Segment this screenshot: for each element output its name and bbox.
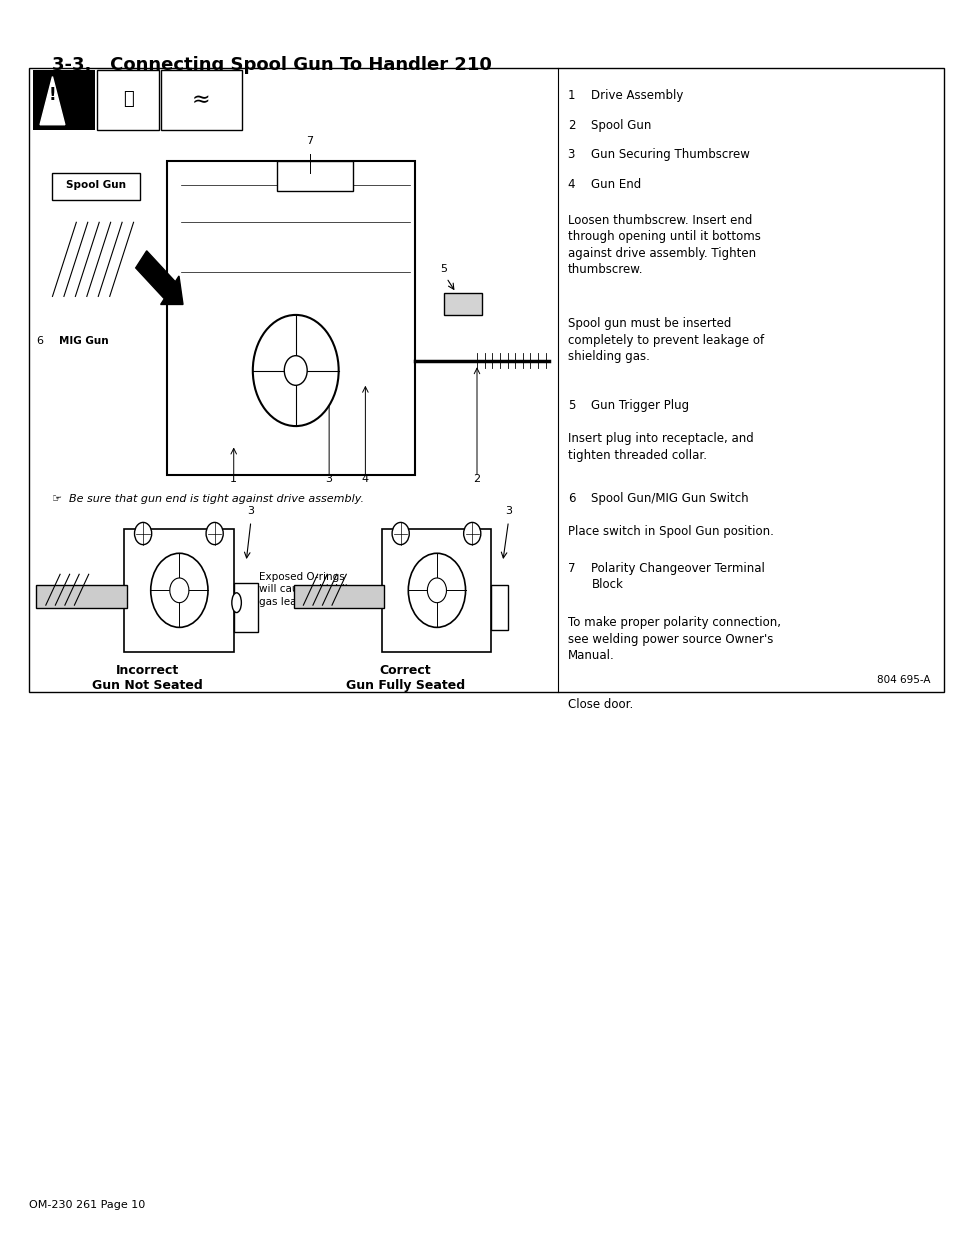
Polygon shape xyxy=(40,77,65,125)
Text: Spool Gun: Spool Gun xyxy=(591,119,651,132)
Polygon shape xyxy=(167,161,415,475)
Text: To make proper polarity connection,
see welding power source Owner's
Manual.: To make proper polarity connection, see … xyxy=(567,616,780,662)
Bar xyxy=(161,70,242,130)
Text: 7: 7 xyxy=(306,136,314,146)
Bar xyxy=(381,529,491,652)
Text: 1: 1 xyxy=(230,474,237,484)
Text: 1: 1 xyxy=(567,89,575,103)
Bar xyxy=(33,70,95,130)
Text: ≈: ≈ xyxy=(192,90,211,110)
Text: 3: 3 xyxy=(247,506,254,516)
Text: Gun Fully Seated: Gun Fully Seated xyxy=(346,679,464,693)
Text: 3: 3 xyxy=(325,474,333,484)
Text: 2: 2 xyxy=(567,119,575,132)
Text: OM-230 261 Page 10: OM-230 261 Page 10 xyxy=(29,1200,145,1210)
Circle shape xyxy=(170,578,189,603)
Text: !: ! xyxy=(49,86,56,105)
Bar xyxy=(29,68,943,692)
Text: 7: 7 xyxy=(567,562,575,576)
Circle shape xyxy=(392,522,409,545)
Circle shape xyxy=(408,553,465,627)
Text: 6: 6 xyxy=(567,492,575,505)
Text: Gun End: Gun End xyxy=(591,178,641,191)
Circle shape xyxy=(206,522,223,545)
Circle shape xyxy=(253,315,338,426)
Text: 4: 4 xyxy=(361,474,369,484)
Text: Insert plug into receptacle, and
tighten threaded collar.: Insert plug into receptacle, and tighten… xyxy=(567,432,753,462)
Text: Gun Trigger Plug: Gun Trigger Plug xyxy=(591,399,689,412)
Bar xyxy=(124,529,233,652)
Bar xyxy=(97,70,159,130)
Text: MIG Gun: MIG Gun xyxy=(59,336,109,346)
Text: Gun Not Seated: Gun Not Seated xyxy=(92,679,203,693)
Circle shape xyxy=(134,522,152,545)
Bar xyxy=(33,136,553,488)
Text: Loosen thumbscrew. Insert end
through opening until it bottoms
against drive ass: Loosen thumbscrew. Insert end through op… xyxy=(567,214,760,277)
Text: Spool Gun: Spool Gun xyxy=(67,180,126,190)
Bar xyxy=(276,161,353,191)
FancyArrow shape xyxy=(135,251,183,305)
Text: 4: 4 xyxy=(567,178,575,191)
Text: Gun Securing Thumbscrew: Gun Securing Thumbscrew xyxy=(591,148,750,162)
Text: 3: 3 xyxy=(567,148,575,162)
Circle shape xyxy=(463,522,480,545)
Text: Spool gun must be inserted
completely to prevent leakage of
shielding gas.: Spool gun must be inserted completely to… xyxy=(567,317,763,363)
Bar xyxy=(491,585,508,630)
Text: 5: 5 xyxy=(439,264,447,274)
Bar xyxy=(36,585,127,608)
Text: Close door.: Close door. xyxy=(567,698,632,711)
Text: Drive Assembly: Drive Assembly xyxy=(591,89,683,103)
Circle shape xyxy=(427,578,446,603)
Text: ☞  Be sure that gun end is tight against drive assembly.: ☞ Be sure that gun end is tight against … xyxy=(52,494,364,504)
Text: Spool Gun/MIG Gun Switch: Spool Gun/MIG Gun Switch xyxy=(591,492,748,505)
Bar xyxy=(443,293,481,315)
Bar xyxy=(233,583,257,632)
Circle shape xyxy=(151,553,208,627)
Text: 5: 5 xyxy=(567,399,575,412)
Text: 6: 6 xyxy=(36,336,43,346)
Text: Correct: Correct xyxy=(379,664,431,678)
Text: 804 695-A: 804 695-A xyxy=(876,676,929,685)
Ellipse shape xyxy=(232,593,241,613)
Text: Place switch in Spool Gun position.: Place switch in Spool Gun position. xyxy=(567,525,773,538)
Text: 2: 2 xyxy=(473,474,480,484)
Text: Polarity Changeover Terminal
Block: Polarity Changeover Terminal Block xyxy=(591,562,764,592)
Text: Incorrect: Incorrect xyxy=(116,664,179,678)
Bar xyxy=(52,173,140,200)
Text: 3-3.   Connecting Spool Gun To Handler 210: 3-3. Connecting Spool Gun To Handler 210 xyxy=(52,56,492,74)
Circle shape xyxy=(284,356,307,385)
Text: 3: 3 xyxy=(504,506,512,516)
Text: ⛹: ⛹ xyxy=(123,90,134,109)
Bar xyxy=(294,585,384,608)
Text: Exposed O-rings
will cause shielding
gas leakage.: Exposed O-rings will cause shielding gas… xyxy=(259,572,361,606)
